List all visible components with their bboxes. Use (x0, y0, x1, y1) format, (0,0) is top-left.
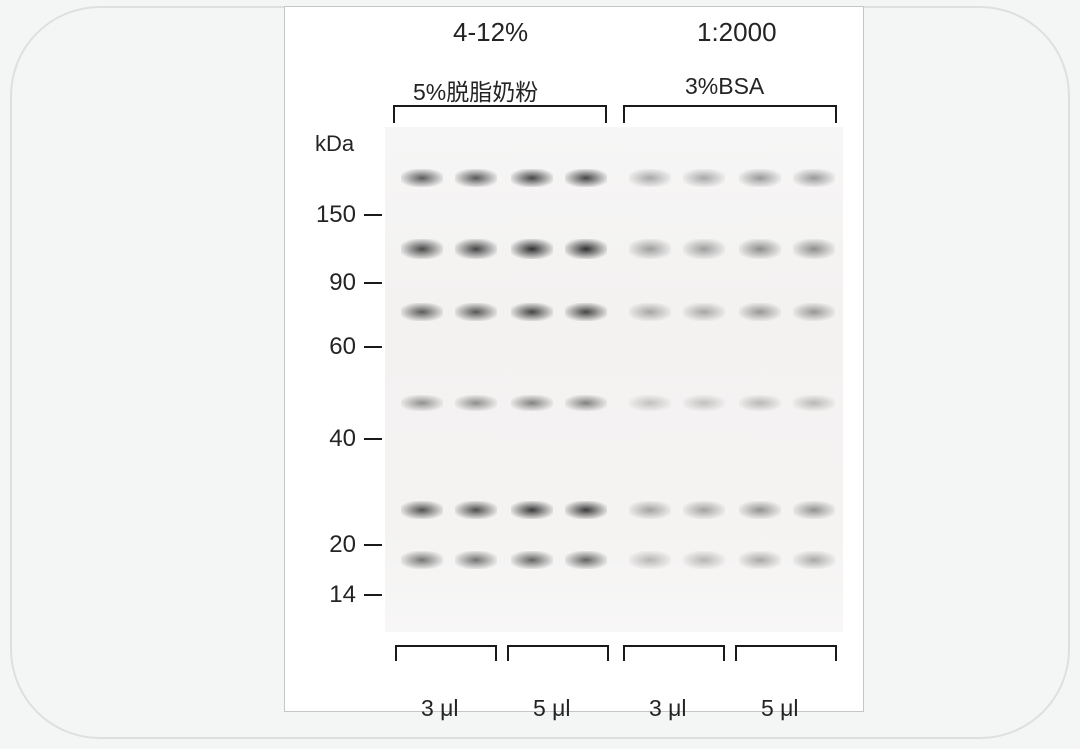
band (511, 169, 553, 187)
band (683, 239, 725, 259)
mw-marker-tick (364, 346, 382, 348)
band (511, 501, 553, 519)
mw-marker-60: 60 (307, 333, 382, 361)
mw-marker-text: 40 (329, 425, 356, 453)
mw-marker-tick (364, 594, 382, 596)
band (565, 551, 607, 569)
mw-marker-tick (364, 282, 382, 284)
band (401, 395, 443, 411)
vol-label-4: 5 μl (761, 695, 799, 722)
band (455, 169, 497, 187)
lane-3 (507, 127, 557, 632)
band (401, 239, 443, 259)
band (455, 303, 497, 321)
mw-marker-tick (364, 438, 382, 440)
group-label-bsa: 3%BSA (685, 73, 764, 100)
band (401, 169, 443, 187)
kda-unit-label: kDa (315, 131, 354, 157)
band (793, 303, 835, 321)
bottom-bracket-2 (507, 645, 609, 661)
lane-1 (397, 127, 447, 632)
band (455, 239, 497, 259)
band (739, 303, 781, 321)
band (401, 551, 443, 569)
band (629, 395, 671, 411)
band (793, 239, 835, 259)
gel-percent-label: 4-12% (453, 17, 528, 48)
vol-label-2: 5 μl (533, 695, 571, 722)
band (511, 303, 553, 321)
mw-marker-text: 90 (329, 269, 356, 297)
band (455, 395, 497, 411)
mw-marker-150: 150 (307, 201, 382, 229)
lane-7 (735, 127, 785, 632)
mw-marker-text: 20 (329, 531, 356, 559)
mw-marker-90: 90 (307, 269, 382, 297)
band (455, 551, 497, 569)
lane-4 (561, 127, 611, 632)
band (511, 239, 553, 259)
band (739, 239, 781, 259)
mw-marker-14: 14 (307, 581, 382, 609)
band (793, 395, 835, 411)
band (629, 501, 671, 519)
band (565, 169, 607, 187)
mw-marker-text: 60 (329, 333, 356, 361)
band (401, 501, 443, 519)
band (629, 303, 671, 321)
mw-marker-tick (364, 544, 382, 546)
band (511, 395, 553, 411)
top-bracket-bsa (623, 105, 837, 123)
band (565, 239, 607, 259)
mw-marker-20: 20 (307, 531, 382, 559)
dilution-label: 1:2000 (697, 17, 777, 48)
band (793, 501, 835, 519)
bottom-bracket-4 (735, 645, 837, 661)
band (511, 551, 553, 569)
band (683, 395, 725, 411)
mw-marker-tick (364, 214, 382, 216)
blot-panel: 4-12% 1:2000 5%脱脂奶粉 3%BSA kDa 150 90 60 40 2… (284, 6, 864, 712)
band (565, 501, 607, 519)
lane-2 (451, 127, 501, 632)
vol-label-3: 3 μl (649, 695, 687, 722)
band (793, 169, 835, 187)
band (739, 551, 781, 569)
group-label-milk: 5%脱脂奶粉 (413, 73, 538, 107)
blot-image-area (385, 127, 843, 632)
lane-6 (679, 127, 729, 632)
band (683, 303, 725, 321)
band (739, 395, 781, 411)
band (401, 303, 443, 321)
band (565, 303, 607, 321)
band (739, 501, 781, 519)
band (683, 501, 725, 519)
mw-marker-text: 150 (316, 201, 356, 229)
bottom-bracket-1 (395, 645, 497, 661)
band (793, 551, 835, 569)
mw-marker-text: 14 (329, 581, 356, 609)
band (629, 169, 671, 187)
band (683, 551, 725, 569)
band (683, 169, 725, 187)
bottom-bracket-3 (623, 645, 725, 661)
vol-label-1: 3 μl (421, 695, 459, 722)
band (629, 551, 671, 569)
band (629, 239, 671, 259)
mw-marker-40: 40 (307, 425, 382, 453)
top-bracket-milk (393, 105, 607, 123)
lane-8 (789, 127, 839, 632)
band (739, 169, 781, 187)
band (455, 501, 497, 519)
lane-5 (625, 127, 675, 632)
band (565, 395, 607, 411)
